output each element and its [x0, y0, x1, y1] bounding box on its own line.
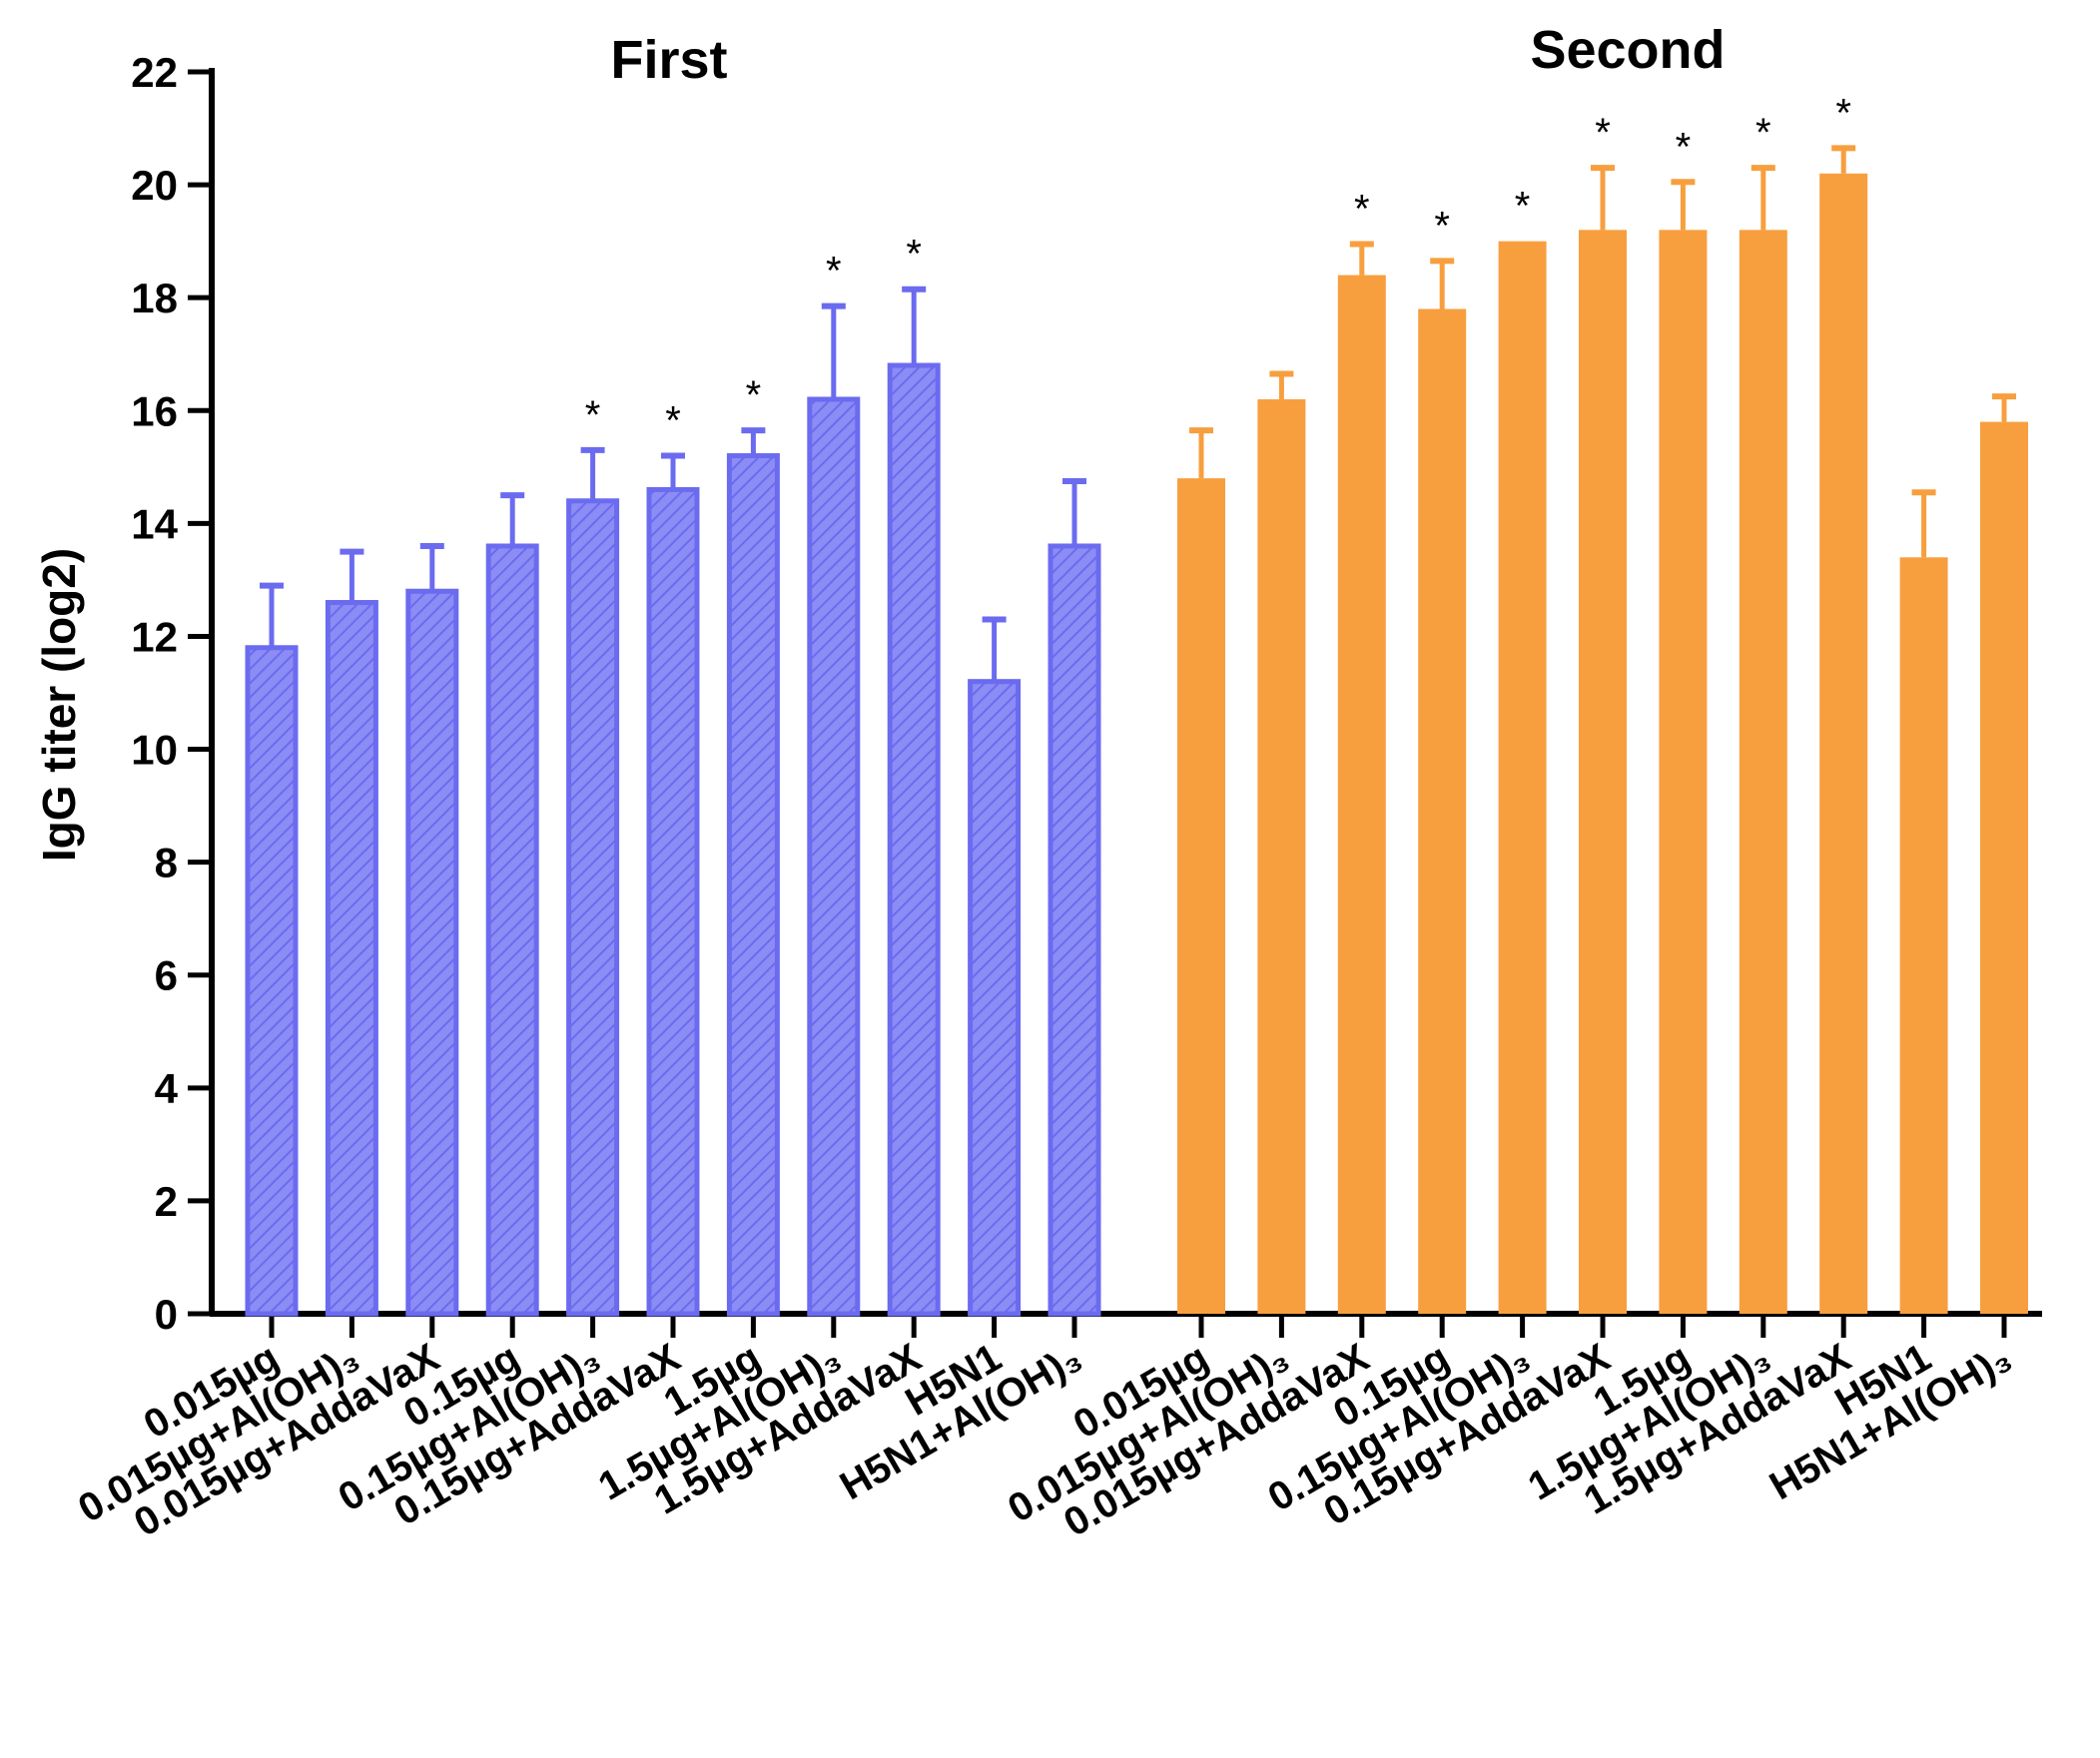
significance-star: * [1835, 91, 1851, 135]
group-title-first: First [610, 30, 727, 90]
category-labels: 0.015µg0.015µg+Al(OH)₃0.015µg+AddaVaX0.1… [71, 1336, 2018, 1545]
significance-star: * [1434, 204, 1450, 248]
bar-second-10 [1899, 557, 1948, 1314]
significance-star: * [665, 399, 681, 443]
bar-first-8 [807, 396, 861, 1317]
bar-second-3 [1337, 275, 1386, 1315]
bar-second-7 [1659, 230, 1708, 1314]
bar-second-4 [1418, 308, 1467, 1314]
significance-star: * [585, 393, 601, 437]
significance-star: * [906, 233, 922, 277]
significance-star: * [1515, 185, 1531, 229]
bar-second-8 [1739, 230, 1787, 1314]
bar-first-10 [968, 679, 1022, 1317]
bars: * * * * * * * * * * * * [245, 91, 2028, 1317]
bar-first-1 [245, 645, 299, 1317]
y-tick-label: 10 [131, 727, 178, 774]
y-tick-label: 18 [131, 275, 178, 321]
bar-first-4 [485, 543, 539, 1317]
y-tick-label: 22 [131, 49, 178, 96]
y-tick-label: 6 [155, 952, 178, 999]
bar-second-11 [1980, 421, 2028, 1315]
bar-first-11 [1048, 543, 1101, 1317]
group-title-second: Second [1530, 20, 1725, 80]
y-axis-label: IgG titer (log2) [33, 548, 85, 862]
bar-second-9 [1819, 173, 1868, 1314]
y-tick-label: 20 [131, 162, 178, 209]
significance-star: * [826, 250, 842, 293]
bar-first-7 [726, 453, 780, 1317]
bar-first-6 [646, 486, 700, 1317]
significance-star: * [1595, 111, 1611, 155]
bar-second-2 [1257, 398, 1306, 1314]
significance-star: * [746, 373, 762, 417]
bar-second-5 [1498, 241, 1547, 1315]
bar-first-5 [566, 498, 620, 1317]
significance-star: * [1676, 125, 1692, 169]
y-tick-label: 14 [131, 500, 178, 547]
y-tick-label: 8 [155, 840, 178, 886]
significance-star: * [1755, 111, 1771, 155]
bar-second-1 [1177, 478, 1225, 1314]
bar-first-9 [887, 362, 941, 1317]
y-tick-label: 4 [155, 1065, 179, 1112]
y-axis: 0 2 4 6 8 10 12 14 16 18 20 22 [131, 49, 215, 1338]
y-tick-label: 2 [155, 1178, 178, 1225]
x-axis [210, 1311, 2042, 1338]
y-tick-label: 0 [155, 1291, 178, 1338]
y-tick-label: 12 [131, 613, 178, 660]
y-tick-label: 16 [131, 387, 178, 434]
bar-second-6 [1579, 230, 1627, 1314]
significance-star: * [1354, 187, 1370, 231]
bar-first-3 [405, 588, 459, 1317]
bar-first-2 [325, 600, 378, 1317]
